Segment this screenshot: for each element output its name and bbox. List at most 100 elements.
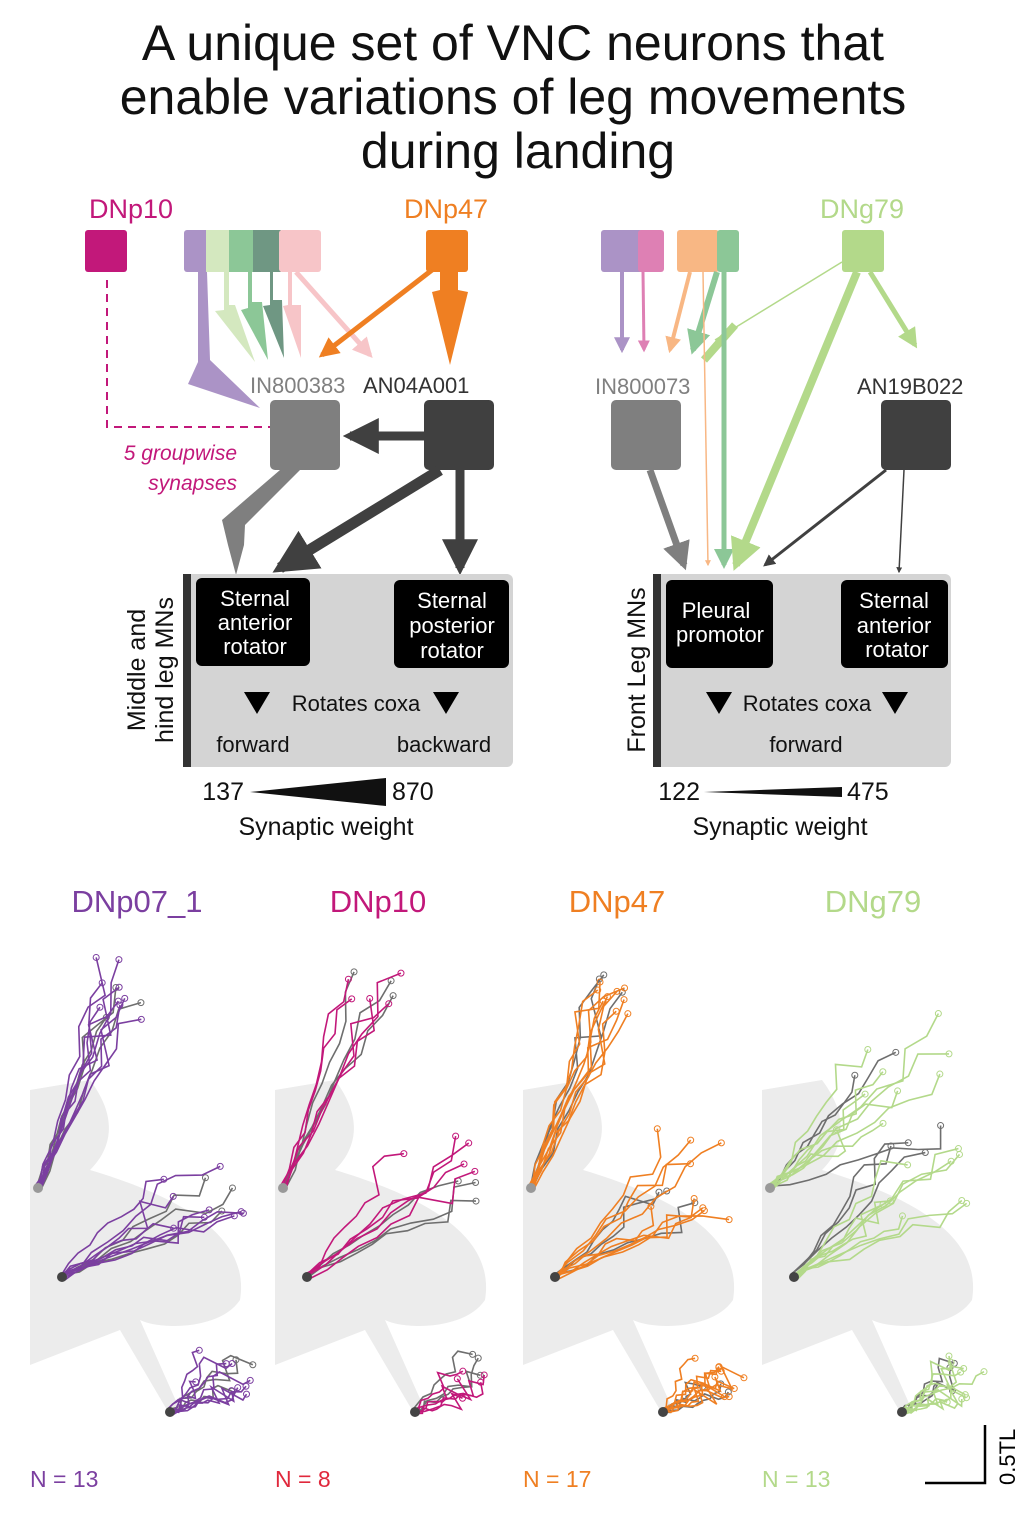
leg-origin-marker <box>526 1183 536 1193</box>
leg-trajectory <box>530 990 618 1189</box>
trajectory-end-marker <box>724 1388 732 1396</box>
weight-wedge <box>250 778 386 806</box>
trajectory-end-marker <box>92 953 100 961</box>
trajectory-end-marker <box>599 997 607 1005</box>
trajectory-end-marker <box>474 1354 482 1362</box>
trajectory-end-marker <box>400 1150 408 1158</box>
panel-dnp47: DNp47 N = 17 <box>523 884 748 1492</box>
trajectory-end-marker <box>453 1375 461 1383</box>
in800383-label: IN800383 <box>250 373 345 398</box>
groupwise-synapse-dashed-line <box>106 280 270 428</box>
rotates-coxa-label: Rotates coxa <box>743 691 872 716</box>
trajectory-end-marker <box>169 1192 177 1200</box>
scale-bar-label: 0.5TL <box>995 1429 1020 1485</box>
trajectory-panels: DNp07_1 N = 13 DNp10 N = 8 DNp47 N = 17 DNg79 N… <box>30 884 988 1492</box>
svg-text:Sternal: Sternal <box>859 588 929 613</box>
panel-dng79: DNg79 N = 13 <box>762 884 988 1492</box>
trajectory-end-marker <box>242 1382 250 1390</box>
trajectory-end-marker <box>96 1003 104 1011</box>
title-line-1: A unique set of VNC neurons that <box>142 15 884 71</box>
svg-text:hind leg MNs: hind leg MNs <box>151 597 179 743</box>
trajectory-end-marker <box>687 1136 695 1144</box>
trajectory-end-marker <box>936 1070 944 1078</box>
trajectory-end-marker <box>115 956 123 964</box>
leg-trajectory <box>902 1365 964 1414</box>
trajectory-end-marker <box>344 975 352 983</box>
leg-origin-marker <box>765 1183 775 1193</box>
leg-trajectory <box>166 1362 227 1410</box>
trajectory-end-marker <box>459 1367 467 1375</box>
leg-trajectory <box>529 1000 604 1188</box>
fly-silhouette <box>275 1080 487 1415</box>
mn-group-label: Front Leg MNs <box>623 587 651 752</box>
leg-trajectory <box>555 1206 655 1279</box>
svg-text:rotator: rotator <box>223 634 287 659</box>
trajectory-end-marker <box>205 1206 213 1214</box>
leg-trajectory <box>899 1383 966 1414</box>
leg-origin-marker <box>57 1272 67 1282</box>
trajectory-end-marker <box>691 1199 699 1207</box>
title-line-3: during landing <box>361 123 675 179</box>
panel-title: DNp10 <box>330 884 427 919</box>
trajectory-end-marker <box>934 1010 942 1018</box>
leg-trajectory <box>557 1210 705 1281</box>
forward-label: forward <box>769 732 842 757</box>
trajectory-end-marker <box>471 1167 479 1175</box>
trajectory-end-marker <box>937 1122 945 1130</box>
synaptic-weight-label: Synaptic weight <box>692 813 867 841</box>
arrow-pink-1 <box>283 272 301 358</box>
trajectory-end-marker <box>613 987 621 995</box>
leg-trajectory <box>532 1013 629 1191</box>
leg-trajectory <box>771 1122 884 1192</box>
mn-group-label: Middle and hind leg MNs <box>123 597 179 743</box>
dnp10-label: DNp10 <box>89 194 173 224</box>
trajectory-end-marker <box>624 1010 632 1018</box>
figure-title: A unique set of VNC neurons that enable … <box>120 15 907 179</box>
trajectory-end-marker <box>239 1209 247 1217</box>
an04a001-label: AN04A001 <box>363 373 469 398</box>
trajectory-end-marker <box>663 1187 671 1195</box>
leg-trajectory <box>556 1128 662 1280</box>
scale-bar <box>925 1425 987 1485</box>
trajectory-end-marker <box>469 1350 477 1358</box>
trajectory-end-marker <box>114 997 122 1005</box>
leg-trajectory <box>281 998 353 1188</box>
leg-trajectory <box>555 1142 722 1279</box>
svg-text:rotator: rotator <box>420 638 484 663</box>
panel-title: DNp47 <box>569 884 666 919</box>
trajectory-end-marker <box>740 1374 748 1382</box>
trajectory-end-marker <box>653 1125 661 1133</box>
trajectory-end-marker <box>200 1213 208 1221</box>
an04a001-node <box>424 400 494 470</box>
trajectory-end-marker <box>115 983 123 991</box>
fly-silhouette <box>523 1080 735 1415</box>
leg-trajectory <box>767 1053 949 1187</box>
trajectory-end-marker <box>195 1346 203 1354</box>
dng79-node <box>842 230 884 272</box>
synaptic-weight-label: Synaptic weight <box>238 813 413 841</box>
svg-text:anterior: anterior <box>857 613 932 638</box>
mn-sternal-anterior-rotator <box>841 580 948 668</box>
leg-origin-marker <box>550 1272 560 1282</box>
svg-text:posterior: posterior <box>409 613 495 638</box>
panel-title: DNg79 <box>825 884 922 919</box>
leg-trajectory <box>39 1006 101 1191</box>
trajectory-end-marker <box>879 1068 887 1076</box>
trajectory-end-marker <box>348 995 356 1003</box>
leg-trajectory <box>904 1397 948 1416</box>
trajectory-end-marker <box>137 1015 145 1023</box>
leg-trajectory <box>551 1198 695 1275</box>
leg-trajectory <box>171 1386 248 1415</box>
trajectory-end-marker <box>472 1179 480 1187</box>
leg-origin-marker <box>165 1407 175 1417</box>
trajectory-end-marker <box>730 1385 738 1393</box>
trajectory-end-marker <box>350 968 358 976</box>
trajectory-end-marker <box>476 1371 484 1379</box>
mn-sternal-anterior-rotator <box>196 578 310 666</box>
leg-trajectory <box>796 1200 891 1281</box>
trajectory-end-marker <box>595 975 603 983</box>
trajectory-end-marker <box>717 1139 725 1147</box>
leg-trajectory <box>37 957 107 1189</box>
leg-trajectory <box>61 1222 174 1278</box>
leg-trajectory <box>37 982 103 1189</box>
